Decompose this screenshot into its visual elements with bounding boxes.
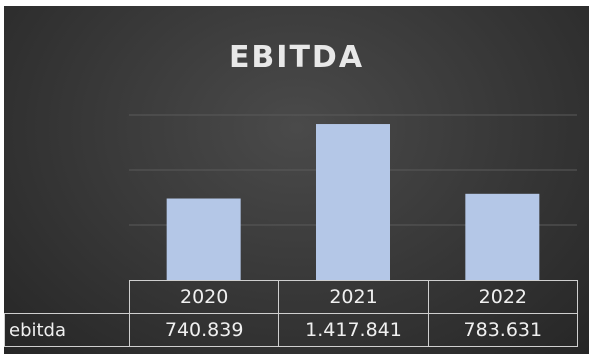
table-value-2022: 783.631 (428, 314, 577, 347)
table-header-2022: 2022 (428, 281, 577, 314)
table-corner (5, 281, 130, 314)
table-header-2020: 2020 (130, 281, 279, 314)
table-header-row: 2020 2021 2022 (5, 281, 578, 314)
table-row-label: ebitda (5, 314, 130, 347)
bar-2022 (465, 194, 539, 280)
bar-2021 (316, 124, 390, 280)
data-table: 2020 2021 2022 ebitda 740.839 1.417.841 … (4, 280, 578, 347)
table-header-2021: 2021 (279, 281, 428, 314)
table-value-2021: 1.417.841 (279, 314, 428, 347)
chart-area: EBITDA 2020 2021 2022 ebitda 740.839 1.4… (4, 6, 589, 354)
bar-2020 (167, 199, 241, 280)
table-row-ebitda: ebitda 740.839 1.417.841 783.631 (5, 314, 578, 347)
table-value-2020: 740.839 (130, 314, 279, 347)
